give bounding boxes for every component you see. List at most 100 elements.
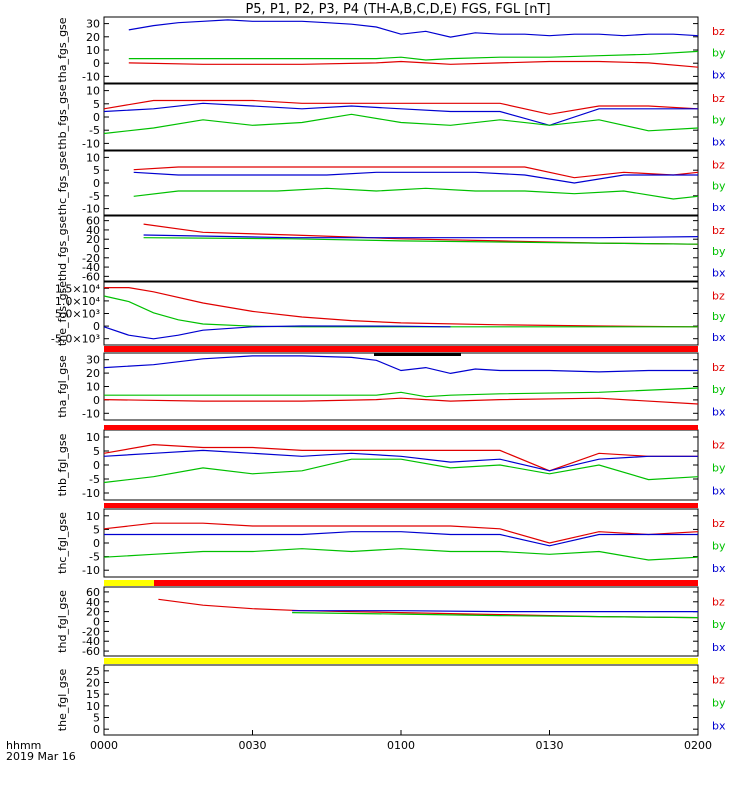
legend-by: by bbox=[712, 180, 726, 193]
y-tick-label: -10 bbox=[82, 203, 100, 216]
legend-by: by bbox=[712, 383, 726, 396]
x-tick-label: 0200 bbox=[684, 739, 712, 752]
panel-frame bbox=[103, 508, 699, 578]
y-tick-label: 40 bbox=[86, 596, 100, 609]
y-tick-label: 20 bbox=[86, 677, 100, 690]
y-tick-label: 10 bbox=[86, 381, 100, 394]
legend-bz: bz bbox=[712, 224, 725, 237]
legend-bz: bz bbox=[712, 439, 725, 452]
y-tick-label: 20 bbox=[86, 367, 100, 380]
y-tick-label: 15 bbox=[86, 688, 100, 701]
y-tick-label: 40 bbox=[86, 224, 100, 237]
y-tick-label: -5 bbox=[89, 473, 100, 486]
y-tick-label: 30 bbox=[86, 354, 100, 367]
y-tick-label: -60 bbox=[82, 270, 100, 283]
series-bx bbox=[128, 19, 699, 38]
legend-bz: bz bbox=[712, 25, 725, 38]
plot-title: P5, P1, P2, P3, P4 (TH-A,B,C,D,E) FGS, F… bbox=[245, 2, 550, 17]
y-tick-label: 0 bbox=[93, 177, 100, 190]
legend-bx: bx bbox=[712, 331, 726, 344]
y-tick-label: 5 bbox=[93, 523, 100, 536]
panel-ylabel: thc_fgs_gse bbox=[56, 151, 69, 216]
x-tick-label: 0030 bbox=[239, 739, 267, 752]
legend-bx: bx bbox=[712, 135, 726, 148]
y-tick-label: -20 bbox=[82, 625, 100, 638]
series-bz bbox=[103, 99, 699, 115]
y-tick-label: -20 bbox=[82, 252, 100, 265]
panel-frame bbox=[103, 215, 699, 282]
panel-ylabel: thc_fgl_gse bbox=[56, 512, 69, 574]
legend-bx: bx bbox=[712, 485, 726, 498]
y-tick-label: -40 bbox=[82, 261, 100, 274]
legend-by: by bbox=[712, 310, 726, 323]
legend-bz: bz bbox=[712, 159, 725, 172]
series-bz bbox=[103, 443, 698, 472]
series-by bbox=[103, 458, 699, 484]
y-tick-label: 10 bbox=[86, 85, 100, 98]
series-bx bbox=[103, 325, 451, 340]
y-tick-label: -40 bbox=[82, 635, 100, 648]
flag-bar-yellow bbox=[104, 580, 154, 586]
panel-ylabel: thd_fgs_gse bbox=[56, 216, 69, 282]
legend-bx: bx bbox=[712, 405, 726, 418]
y-tick-label: 5 bbox=[93, 164, 100, 177]
y-tick-label: -5 bbox=[89, 124, 100, 137]
time-format-label: hhmm bbox=[6, 739, 41, 752]
panel-ylabel: thd_fgl_gse bbox=[56, 590, 69, 653]
y-tick-label: -5 bbox=[89, 190, 100, 203]
y-tick-label: 1.0×10⁴ bbox=[55, 295, 101, 308]
y-tick-label: 25 bbox=[86, 665, 100, 678]
panel-ylabel: the_fgl_gse bbox=[56, 669, 69, 732]
series-by bbox=[103, 295, 698, 328]
y-tick-label: 1.5×10⁴ bbox=[55, 282, 101, 295]
y-tick-label: 60 bbox=[86, 586, 100, 599]
time-axis: 0000 0030 0100 0130 0200 bbox=[90, 730, 712, 752]
series-bz bbox=[128, 60, 699, 68]
flag-bar-red bbox=[104, 425, 698, 430]
y-tick-label: 0 bbox=[93, 394, 100, 407]
flag-bar-red bbox=[104, 503, 698, 508]
y-tick-label: 5 bbox=[93, 445, 100, 458]
y-tick-label: -10 bbox=[82, 564, 100, 577]
series-bx bbox=[143, 234, 699, 239]
legend-bz: bz bbox=[712, 674, 725, 687]
panel-ylabel: the_fgs_gse bbox=[56, 281, 69, 346]
series-by bbox=[292, 612, 699, 619]
legend-bx: bx bbox=[712, 267, 726, 280]
series-bx bbox=[133, 171, 698, 184]
panel-frame bbox=[103, 281, 699, 346]
y-tick-label: 0 bbox=[93, 243, 100, 256]
panel-frame bbox=[103, 429, 699, 501]
panel-frame bbox=[103, 586, 699, 657]
y-tick-label: 5 bbox=[93, 712, 100, 725]
series-bz bbox=[103, 397, 699, 405]
y-tick-label: 0 bbox=[93, 723, 100, 736]
legend-by: by bbox=[712, 462, 726, 475]
series-bx bbox=[103, 102, 698, 126]
panel-ylabel: thb_fgs_gse bbox=[56, 84, 69, 150]
y-tick-label: 20 bbox=[86, 606, 100, 619]
legend-bz: bz bbox=[712, 595, 725, 608]
y-tick-label: 5.0×10³ bbox=[55, 308, 100, 321]
y-tick-label: 5 bbox=[93, 98, 100, 111]
y-tick-label: 20 bbox=[86, 233, 100, 246]
legend-by: by bbox=[712, 618, 726, 631]
legend-by: by bbox=[712, 540, 726, 553]
flag-bar-red bbox=[154, 580, 698, 586]
legend-bz: bz bbox=[712, 92, 725, 105]
series-bz bbox=[104, 287, 699, 328]
flag-bar-yellow bbox=[104, 658, 698, 664]
panel-frame bbox=[103, 150, 699, 216]
x-tick-label: 0100 bbox=[387, 739, 415, 752]
panel-ylabel: thb_fgl_gse bbox=[56, 433, 69, 496]
legend-by: by bbox=[712, 114, 726, 127]
y-tick-label: 0 bbox=[93, 459, 100, 472]
